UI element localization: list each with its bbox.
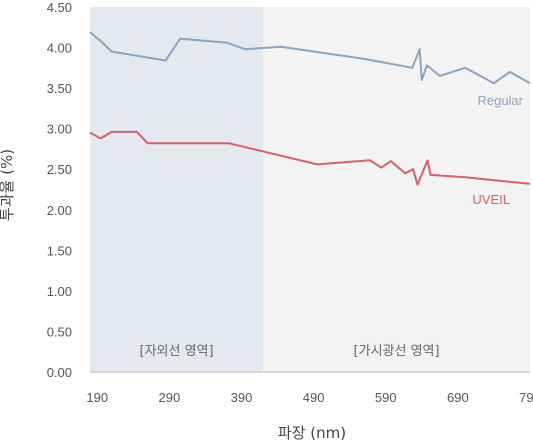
region-label-0: [자외선 영역] bbox=[140, 344, 214, 359]
y-axis-title: 투과율 (%) bbox=[0, 149, 16, 221]
x-tick-label: 190 bbox=[86, 390, 108, 405]
x-axis-title: 파장 (nm) bbox=[278, 424, 346, 442]
y-tick-labels: 0.00 0.50 1.00 1.50 2.00 2.50 3.00 3.50 4.00 4.50 bbox=[47, 0, 72, 380]
series-label-uveil: UVEIL bbox=[472, 192, 510, 207]
y-tick-label: 0.00 bbox=[47, 365, 72, 380]
region-background-1 bbox=[263, 7, 530, 372]
x-tick-label: 590 bbox=[375, 390, 397, 405]
y-tick-label: 4.00 bbox=[47, 41, 72, 56]
y-tick-label: 2.00 bbox=[47, 203, 72, 218]
region-backgrounds bbox=[90, 7, 530, 372]
region-background-0 bbox=[90, 7, 263, 372]
series-label-regular: Regular bbox=[477, 93, 523, 108]
x-tick-label: 390 bbox=[231, 390, 253, 405]
y-tick-label: 3.00 bbox=[47, 122, 72, 137]
x-tick-labels: 190 290 390 490 590 690 790 bbox=[86, 390, 533, 405]
y-tick-label: 0.50 bbox=[47, 324, 72, 339]
x-tick-label: 290 bbox=[158, 390, 180, 405]
x-tick-label: 690 bbox=[447, 390, 469, 405]
y-tick-label: 3.50 bbox=[47, 81, 72, 96]
region-label-1: [가시광선 영역] bbox=[354, 344, 440, 359]
y-tick-label: 1.00 bbox=[47, 284, 72, 299]
y-tick-label: 2.50 bbox=[47, 162, 72, 177]
y-tick-label: 4.50 bbox=[47, 0, 72, 15]
y-tick-label: 1.50 bbox=[47, 243, 72, 258]
x-tick-label: 490 bbox=[303, 390, 325, 405]
x-tick-label: 790 bbox=[519, 390, 533, 405]
